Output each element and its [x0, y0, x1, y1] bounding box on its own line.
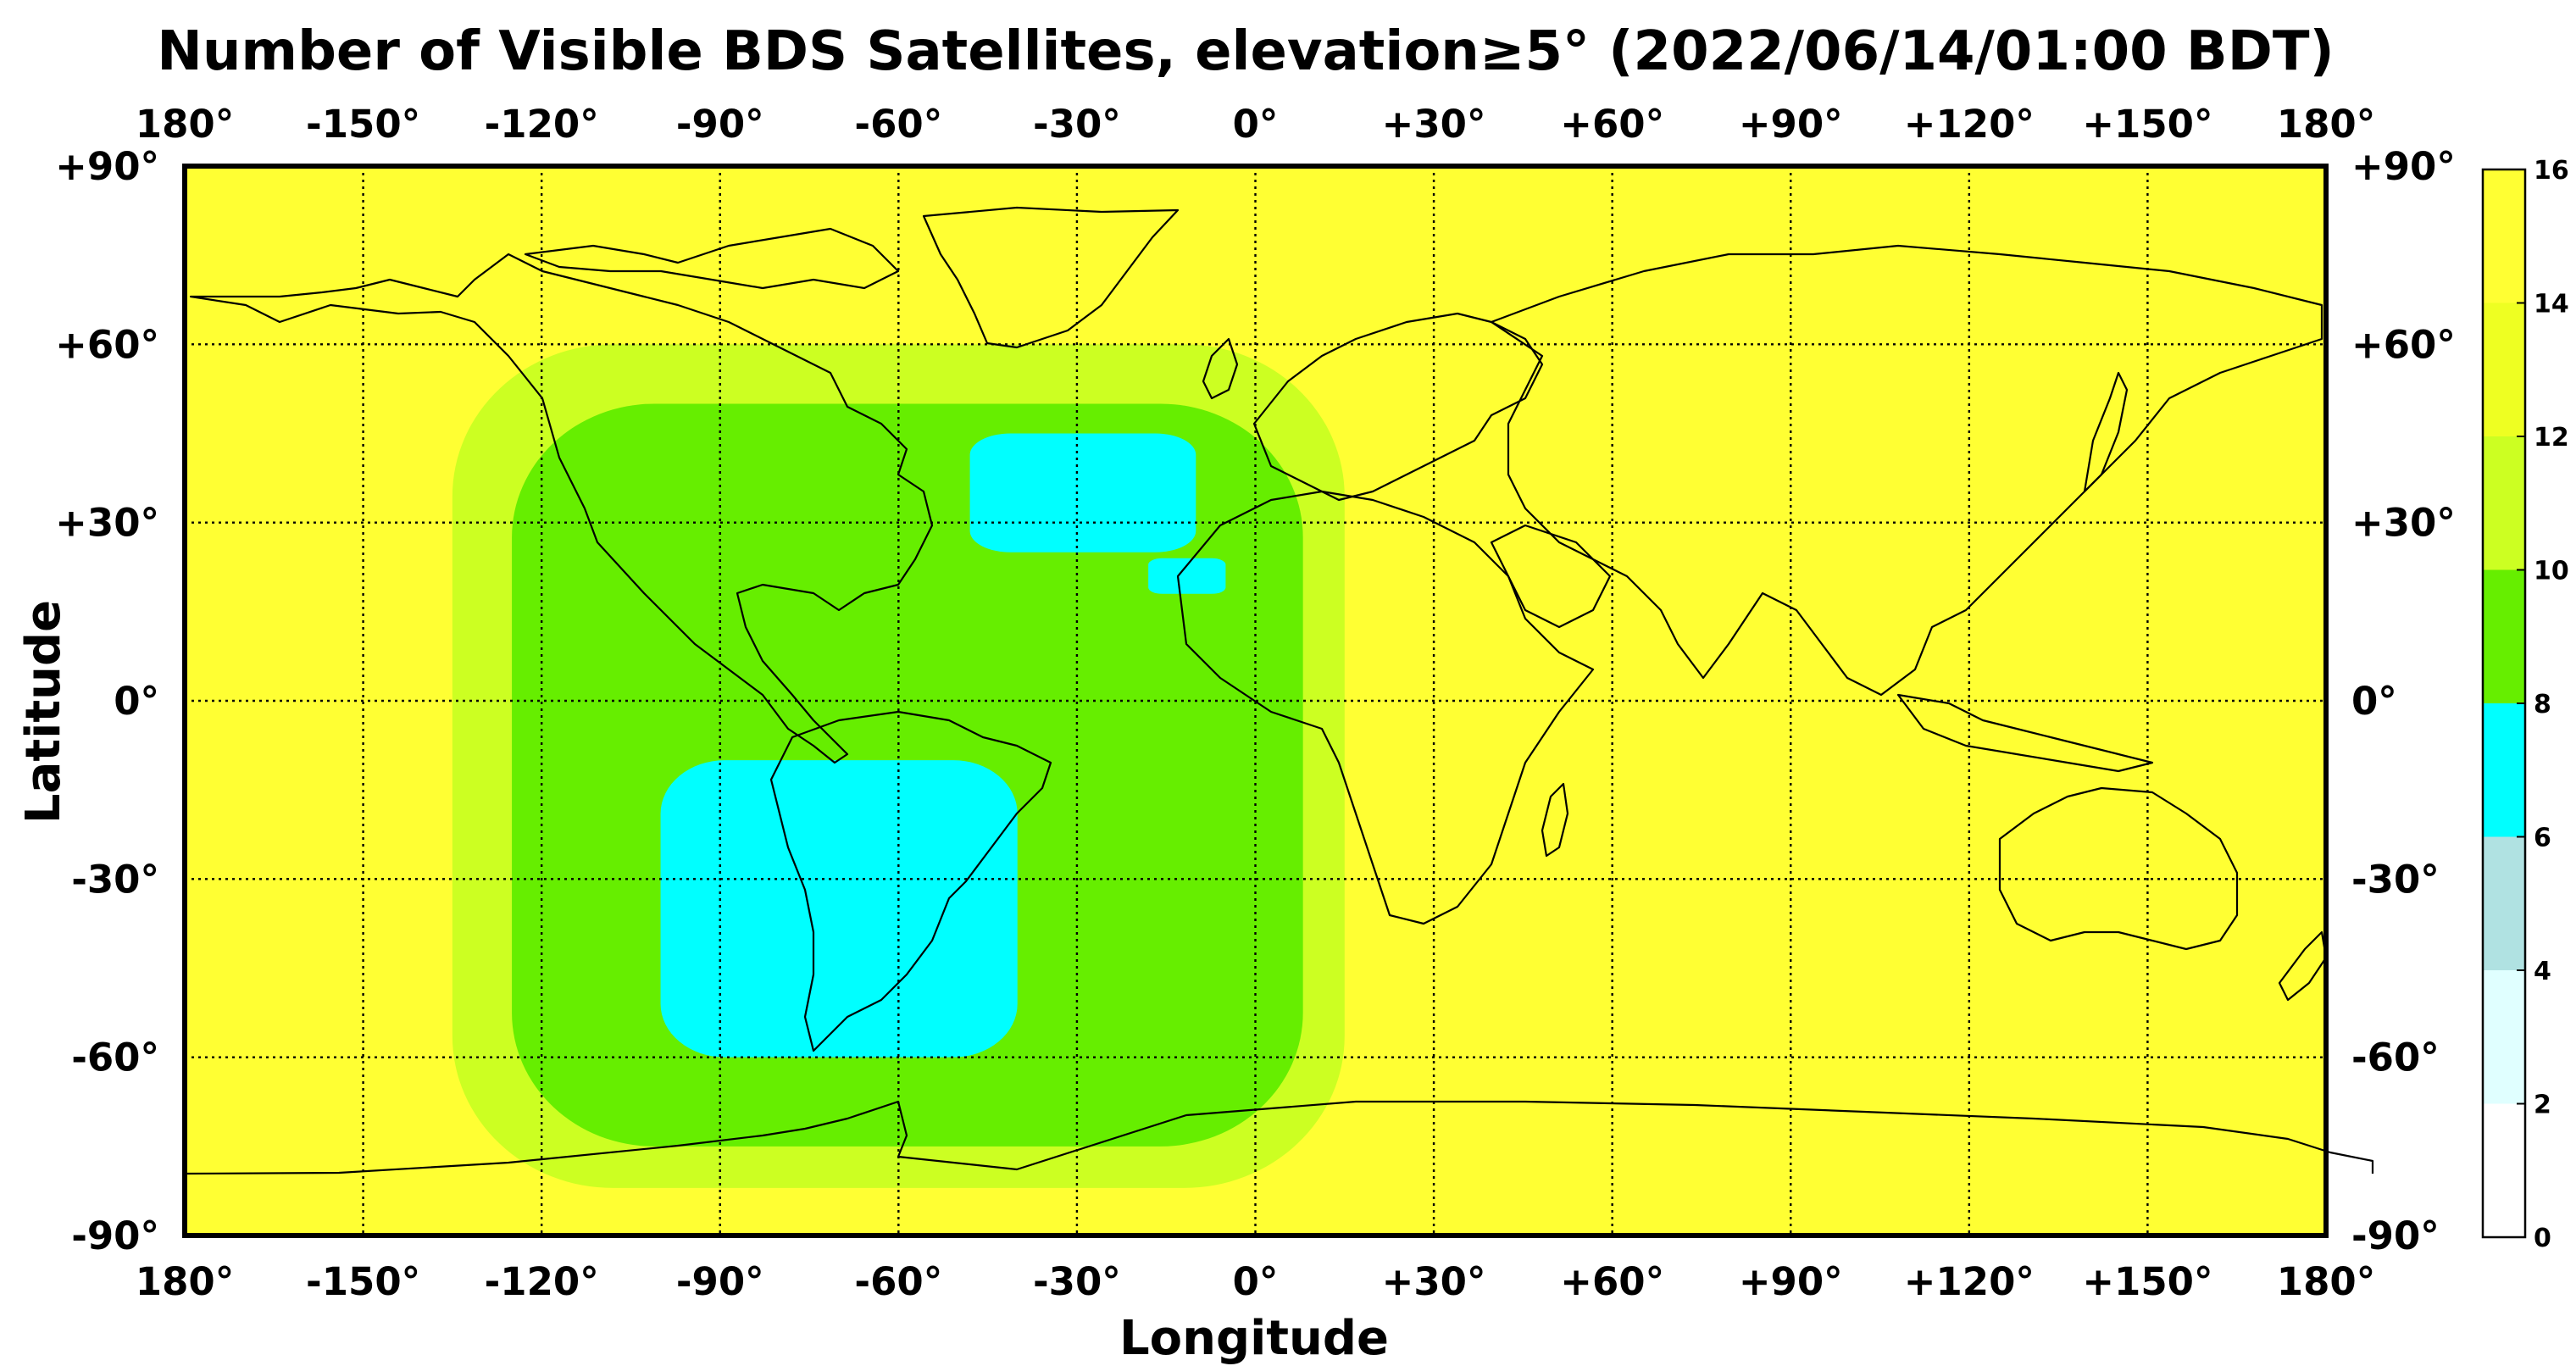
lat-tick-label-left: -30°: [71, 857, 159, 902]
colorbar: 16 14 12 10 8 6 4 2 0: [2481, 156, 2569, 1253]
lon-tick-labels-top: 180° -150° -120° -90° -60° -30° 0° +30° +60° +90°…: [136, 102, 2375, 147]
lon-tick-labels-bottom: 180° -150° -120° -90° -60° -30° 0° +30° +60° +90°…: [136, 1259, 2375, 1304]
x-axis-label: Longitude: [1119, 1311, 1389, 1366]
lon-tick-label-top: 180°: [136, 102, 234, 147]
coast-madagascar: [1541, 782, 1569, 858]
colorbar-tick-label: 10: [2534, 557, 2569, 586]
colorbar-band: [2483, 703, 2525, 837]
lat-tick-label-right: 0°: [2351, 679, 2397, 724]
lon-tick-label-bottom: -120°: [485, 1259, 599, 1304]
lon-tick-label-bottom: +30°: [1382, 1259, 1486, 1304]
lat-tick-label-right: +90°: [2351, 144, 2456, 189]
colorbar-tick-label: 12: [2534, 423, 2569, 453]
coast-europe: [1252, 312, 1544, 502]
coast-africa: [1176, 490, 1595, 925]
lat-tick-label-right: -30°: [2351, 857, 2440, 902]
map-area: [182, 164, 2374, 1238]
lon-tick-label-top: -120°: [485, 102, 599, 147]
heat-region-3: [1148, 558, 1226, 594]
graticule: [185, 166, 2326, 1236]
lon-tick-label-bottom: -30°: [1033, 1259, 1121, 1304]
lon-tick-label-top: +90°: [1739, 102, 1843, 147]
lon-tick-label-top: 180°: [2277, 102, 2375, 147]
coast-south-america: [769, 710, 1052, 1052]
lat-tick-label-right: +30°: [2351, 501, 2456, 546]
coast-greenland: [922, 206, 1180, 349]
lat-tick-label-left: +90°: [55, 144, 159, 189]
lat-tick-label-left: 0°: [114, 679, 159, 724]
lon-tick-label-top: +30°: [1382, 102, 1486, 147]
lon-tick-label-bottom: -90°: [676, 1259, 764, 1304]
lon-tick-label-top: +60°: [1560, 102, 1664, 147]
lon-tick-label-bottom: 180°: [2277, 1259, 2375, 1304]
lat-tick-label-left: -90°: [71, 1213, 159, 1258]
coast-southeast-asia-islands: [1896, 693, 2154, 773]
lon-tick-label-bottom: -150°: [306, 1259, 420, 1304]
lon-tick-label-bottom: +120°: [1904, 1259, 2035, 1304]
y-axis-label: Latitude: [16, 600, 71, 824]
lon-tick-label-bottom: -60°: [854, 1259, 942, 1304]
lat-tick-labels-left: +90° +60° +30° 0° -30° -60° -90°: [55, 144, 159, 1258]
lon-tick-label-bottom: 180°: [136, 1259, 234, 1304]
coast-north-america: [189, 253, 934, 764]
lon-tick-label-top: -90°: [676, 102, 764, 147]
coast-uk: [1202, 337, 1239, 400]
heatmap-layer: [452, 344, 1345, 1188]
lon-tick-label-top: +150°: [2082, 102, 2212, 147]
lon-tick-label-top: -60°: [854, 102, 942, 147]
lat-tick-label-right: -90°: [2351, 1213, 2440, 1258]
lat-tick-label-left: +30°: [55, 501, 159, 546]
heat-region-4: [660, 760, 1018, 1058]
chart-title: Number of Visible BDS Satellites, elevat…: [157, 20, 2334, 83]
coast-australia: [1998, 786, 2239, 951]
colorbar-tick-label: 0: [2534, 1224, 2551, 1253]
coast-new-zealand: [2278, 930, 2328, 1002]
colorbar-band: [2483, 836, 2525, 970]
lat-tick-label-right: +60°: [2351, 322, 2456, 367]
colorbar-band: [2483, 569, 2525, 703]
lat-tick-labels-right: +90° +60° +30° 0° -30° -60° -90°: [2351, 144, 2456, 1258]
colorbar-band: [2483, 436, 2525, 570]
colorbar-tick-label: 14: [2534, 290, 2569, 319]
colorbar-tick-label: 2: [2534, 1091, 2551, 1120]
colorbar-tick-label: 16: [2534, 156, 2569, 186]
lat-tick-label-left: -60°: [71, 1036, 159, 1080]
map-frame: [182, 164, 2329, 1238]
colorbar-tick-label: 4: [2534, 957, 2551, 986]
coast-asia: [1490, 244, 2323, 697]
colorbar-band: [2483, 303, 2525, 436]
lon-tick-label-top: +120°: [1904, 102, 2035, 147]
lon-tick-label-top: 0°: [1233, 102, 1279, 147]
colorbar-tick-label: 6: [2534, 824, 2551, 853]
lon-tick-label-bottom: +90°: [1739, 1259, 1843, 1304]
heat-region-2: [969, 433, 1196, 553]
coast-arabia: [1490, 524, 1612, 629]
colorbar-band: [2483, 1103, 2525, 1237]
coast-antarctica: [184, 1100, 2374, 1175]
coast-japan: [2083, 371, 2129, 493]
colorbar-band: [2483, 970, 2525, 1104]
coast-arctic-islands: [524, 227, 900, 290]
lon-tick-label-bottom: +60°: [1560, 1259, 1664, 1304]
lon-tick-label-bottom: 0°: [1233, 1259, 1279, 1304]
lon-tick-label-top: -150°: [306, 102, 420, 147]
lat-tick-label-left: +60°: [55, 322, 159, 367]
coastlines: [184, 206, 2374, 1175]
lat-tick-label-right: -60°: [2351, 1036, 2440, 1080]
colorbar-tick-label: 8: [2534, 690, 2551, 719]
colorbar-band: [2483, 169, 2525, 303]
lon-tick-label-bottom: +150°: [2082, 1259, 2212, 1304]
lon-tick-label-top: -30°: [1033, 102, 1121, 147]
